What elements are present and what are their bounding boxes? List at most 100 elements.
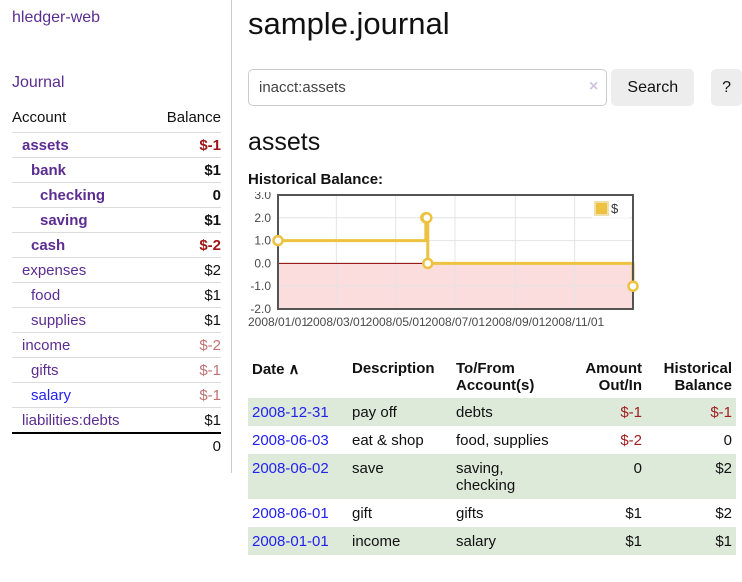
- transaction-description: pay off: [352, 404, 397, 421]
- register-table: Date ∧ Description To/From Account(s) Amou…: [248, 356, 736, 555]
- account-balance: $1: [204, 162, 221, 179]
- balance-column-header: Balance: [166, 109, 221, 126]
- transaction-amount: $-1: [620, 404, 642, 421]
- transaction-description: gift: [352, 505, 373, 522]
- transaction-date-link[interactable]: 2008-06-01: [252, 505, 329, 522]
- account-balance: $-2: [199, 237, 221, 254]
- x-axis-tick-label: 2008/05/01: [366, 315, 426, 329]
- account-row: saving $1: [12, 207, 221, 233]
- search-form: × Search ?: [248, 69, 742, 106]
- search-input-wrap: ×: [248, 69, 608, 106]
- account-link-cash[interactable]: cash: [31, 237, 66, 254]
- transaction-date-link[interactable]: 2008-06-02: [252, 460, 329, 477]
- accounts-column-header: To/From Account(s): [456, 360, 535, 394]
- account-heading: assets: [248, 128, 321, 156]
- transaction-amount: $-2: [620, 432, 642, 449]
- account-link-bank[interactable]: bank: [31, 162, 67, 179]
- account-row: expenses $2: [12, 257, 221, 283]
- account-row: supplies $1: [12, 307, 221, 333]
- account-balance: $-1: [199, 137, 221, 154]
- transaction-balance: $1: [715, 533, 732, 550]
- x-axis-tick-label: 2008/07/01: [425, 315, 485, 329]
- account-link-checking[interactable]: checking: [40, 187, 106, 204]
- main-content: sample.journal × Search ? assets Histori…: [232, 0, 742, 555]
- account-column-header: Account: [12, 109, 67, 126]
- x-axis-tick-label: 2008/03/01: [306, 315, 366, 329]
- transaction-date-cell: 2008-06-01: [248, 499, 348, 527]
- sidebar-item-journal[interactable]: Journal: [12, 74, 65, 91]
- historical-balance-chart: $3.0 2.0 1.0 0.0 -1.0 -2.0 2008/01/01 2008/03/0…: [242, 188, 742, 338]
- transaction-amount: 0: [633, 460, 642, 477]
- accounts-total-row: 0: [12, 432, 221, 459]
- transaction-description: save: [352, 460, 384, 477]
- register-row: 2008-06-03 eat & shop food, supplies $-2 0: [248, 426, 736, 454]
- account-row: bank $1: [12, 157, 221, 183]
- account-row: liabilities:debts $1: [12, 407, 221, 434]
- clear-search-icon[interactable]: ×: [589, 78, 599, 95]
- x-axis-tick-label: 2008/01/01: [248, 315, 308, 329]
- y-axis-tick-label: 1.0: [254, 234, 271, 248]
- transaction-accounts: salary: [456, 533, 497, 550]
- account-link-gifts[interactable]: gifts: [31, 362, 59, 379]
- transaction-balance: $2: [715, 505, 732, 522]
- account-row: food $1: [12, 282, 221, 308]
- account-link-supplies[interactable]: supplies: [31, 312, 87, 329]
- search-input[interactable]: [248, 69, 608, 106]
- y-axis-tick-label: -1.0: [250, 279, 271, 293]
- x-axis-tick-label: 2008/09/01: [485, 315, 545, 329]
- account-balance: $-1: [199, 362, 221, 379]
- historical-balance-column-header: Historical Balance: [663, 360, 732, 394]
- account-link-saving[interactable]: saving: [40, 212, 88, 229]
- account-row: assets $-1: [12, 132, 221, 158]
- legend-label: $: [611, 201, 619, 216]
- account-link-income[interactable]: income: [22, 337, 71, 354]
- transaction-date-cell: 2008-01-01: [248, 527, 348, 555]
- transaction-date-link[interactable]: 2008-12-31: [252, 404, 329, 421]
- transaction-date-cell: 2008-06-03: [248, 426, 348, 454]
- transaction-accounts: saving, checking: [456, 460, 516, 494]
- accounts-table-body: assets $-1 bank $1 checking 0 saving $1 cash $-2 e…: [12, 132, 221, 434]
- account-link-food[interactable]: food: [31, 287, 61, 304]
- help-button[interactable]: ?: [711, 69, 742, 106]
- chart-title: Historical Balance:: [248, 171, 384, 188]
- data-point-marker: [627, 280, 639, 292]
- date-column-header[interactable]: Date ∧: [252, 361, 300, 378]
- register-table-body: 2008-12-31 pay off debts $-1 $-1 2008-06-03 ea…: [248, 398, 736, 555]
- account-link-salary[interactable]: salary: [31, 387, 72, 404]
- chart-canvas: $3.0 2.0 1.0 0.0 -1.0 -2.02008/01/012008/03/0…: [248, 188, 639, 329]
- account-row: salary $-1: [12, 382, 221, 408]
- y-axis-tick-label: -2.0: [250, 302, 271, 316]
- amount-column-header: Amount Out/In: [585, 360, 642, 394]
- transaction-date-link[interactable]: 2008-01-01: [252, 533, 329, 550]
- transaction-balance: $2: [715, 460, 732, 477]
- account-balance: 0: [212, 187, 221, 204]
- register-row: 2008-01-01 income salary $1 $1: [248, 527, 736, 555]
- account-row: cash $-2: [12, 232, 221, 258]
- data-point-marker: [272, 234, 284, 247]
- account-link-liabilities-debts[interactable]: liabilities:debts: [22, 412, 120, 429]
- register-row: 2008-12-31 pay off debts $-1 $-1: [248, 398, 736, 426]
- y-axis-tick-label: 0.0: [254, 256, 271, 270]
- account-balance: $2: [204, 262, 221, 279]
- account-row: income $-2: [12, 332, 221, 358]
- account-balance: $1: [204, 412, 221, 429]
- account-balance: $1: [204, 312, 221, 329]
- account-link-expenses[interactable]: expenses: [22, 262, 87, 279]
- transaction-balance: 0: [723, 432, 732, 449]
- plot-border: [277, 194, 634, 310]
- account-balance: $1: [204, 212, 221, 229]
- register-header-row: Date ∧ Description To/From Account(s) Amou…: [248, 356, 736, 398]
- transaction-amount: $1: [625, 505, 642, 522]
- transaction-accounts: gifts: [456, 505, 484, 522]
- page-title: sample.journal: [248, 6, 450, 41]
- account-link-assets[interactable]: assets: [22, 137, 69, 154]
- account-row: gifts $-1: [12, 357, 221, 383]
- app-title-link[interactable]: hledger-web: [12, 9, 101, 26]
- legend-color-box: [594, 201, 609, 216]
- register-row: 2008-06-02 save saving, checking 0 $2: [248, 454, 736, 499]
- sidebar: hledger-web Journal Account Balance asse…: [0, 0, 232, 473]
- sort-ascending-icon: ∧: [288, 361, 300, 378]
- transaction-date-link[interactable]: 2008-06-03: [252, 432, 329, 449]
- transaction-date-cell: 2008-06-02: [248, 454, 348, 499]
- search-button[interactable]: Search: [611, 69, 695, 106]
